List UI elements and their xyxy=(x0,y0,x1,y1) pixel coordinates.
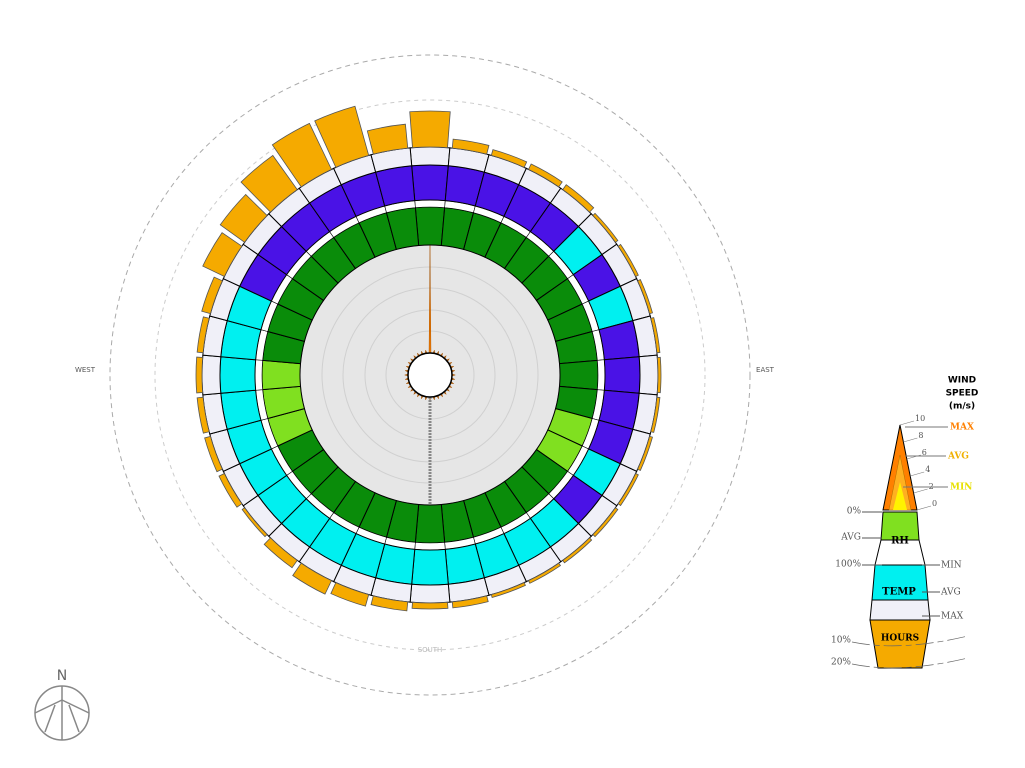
inner-ring xyxy=(154,99,706,651)
hours-bar xyxy=(292,562,333,595)
hours-bar xyxy=(263,537,298,569)
wind-tick-label: 0 xyxy=(932,499,937,508)
legend-wind-min: MIN xyxy=(950,483,972,493)
legend-hours: HOURS xyxy=(881,634,919,644)
legend-right-label: MAX xyxy=(941,612,964,622)
hub xyxy=(407,352,453,398)
wind-tick xyxy=(913,488,928,494)
legend: WINDSPEED(m/s)1086420MAXAVGMINRHTEMPHOUR… xyxy=(831,376,978,669)
rose xyxy=(195,105,662,612)
band-cell xyxy=(409,146,451,167)
wind-tick-label: 10 xyxy=(915,414,925,423)
hours-bar xyxy=(527,163,563,188)
hours-bar xyxy=(201,276,223,315)
hours-tick xyxy=(851,657,969,669)
band-cell xyxy=(638,354,659,396)
hours-bar xyxy=(411,601,449,610)
rh-cell xyxy=(414,503,446,544)
hours-bar xyxy=(240,154,298,213)
hours-bar xyxy=(204,435,223,473)
south-label: SOUTH xyxy=(418,646,443,654)
wind-tick xyxy=(910,471,925,477)
legend-left-label: 0% xyxy=(847,507,862,517)
hours-bar xyxy=(562,184,595,213)
hours-bar xyxy=(366,123,409,155)
hours-bar xyxy=(241,507,268,538)
hours-tick xyxy=(851,635,969,647)
gap-cell xyxy=(254,359,263,391)
hours-bar xyxy=(219,193,268,243)
hours-bar xyxy=(271,122,333,188)
legend-title: (m/s) xyxy=(949,402,975,412)
wind-tick-label: 6 xyxy=(922,448,927,457)
hours-bar xyxy=(562,537,593,564)
legend-right-label: MIN xyxy=(941,561,962,571)
hours-tick-label: 10% xyxy=(831,636,851,646)
rh-cell xyxy=(558,359,599,391)
legend-left-label: AVG xyxy=(840,533,861,543)
hours-bar xyxy=(617,243,639,278)
hours-bar xyxy=(490,582,526,598)
hours-bar xyxy=(617,472,639,507)
hours-bar xyxy=(202,232,243,278)
temp-cell xyxy=(219,356,257,394)
wind-tick-label: 4 xyxy=(925,465,930,474)
temp-cell xyxy=(603,356,641,394)
rh-cell xyxy=(414,206,446,247)
hours-bar xyxy=(196,396,210,434)
hours-bar xyxy=(656,356,662,394)
legend-wind-min xyxy=(893,482,907,510)
legend-band xyxy=(869,599,931,621)
band-cell xyxy=(409,583,451,604)
hours-bar xyxy=(218,472,243,508)
wind-tick-label: 8 xyxy=(918,431,923,440)
gap-cell xyxy=(597,359,606,391)
legend-title: WIND xyxy=(948,376,976,386)
east-label: EAST xyxy=(756,366,775,374)
legend-rh: RH xyxy=(891,536,909,547)
hours-bar xyxy=(451,138,490,155)
band-cell xyxy=(201,354,222,396)
hours-bar xyxy=(409,110,451,149)
hours-bar xyxy=(330,582,370,607)
hours-bar xyxy=(195,356,204,394)
hours-bar xyxy=(314,105,370,168)
legend-hours xyxy=(869,619,931,669)
gap-cell xyxy=(414,199,446,208)
temp-cell xyxy=(411,548,449,586)
wind-tick xyxy=(903,437,918,443)
hours-bar xyxy=(370,595,409,612)
hours-bar xyxy=(592,212,619,243)
hours-bar xyxy=(490,149,528,168)
north-icon xyxy=(34,685,90,741)
legend-title: SPEED xyxy=(946,389,979,399)
west-label: WEST xyxy=(75,366,96,374)
hours-bar xyxy=(527,562,562,584)
hours-bar xyxy=(196,316,210,354)
hours-bar xyxy=(637,435,653,471)
wind-tick xyxy=(899,420,915,426)
hours-bar xyxy=(637,279,653,315)
hours-bar xyxy=(650,396,661,433)
hours-bar xyxy=(650,317,661,354)
north-label: N xyxy=(57,668,67,684)
legend-right-label: AVG xyxy=(940,588,961,598)
hours-bar xyxy=(592,507,619,538)
wind-tick xyxy=(916,505,932,511)
hours-bar xyxy=(451,595,489,609)
outer-ring xyxy=(109,54,751,696)
legend-left-label: 100% xyxy=(835,560,861,570)
rh-cell xyxy=(261,359,302,391)
temp-cell xyxy=(411,164,449,202)
legend-wind-max: MAX xyxy=(950,423,974,433)
hours-tick-label: 20% xyxy=(831,658,851,668)
gap-cell xyxy=(414,542,446,551)
legend-temp: TEMP xyxy=(882,587,916,598)
legend-wind-avg: AVG xyxy=(947,452,969,462)
